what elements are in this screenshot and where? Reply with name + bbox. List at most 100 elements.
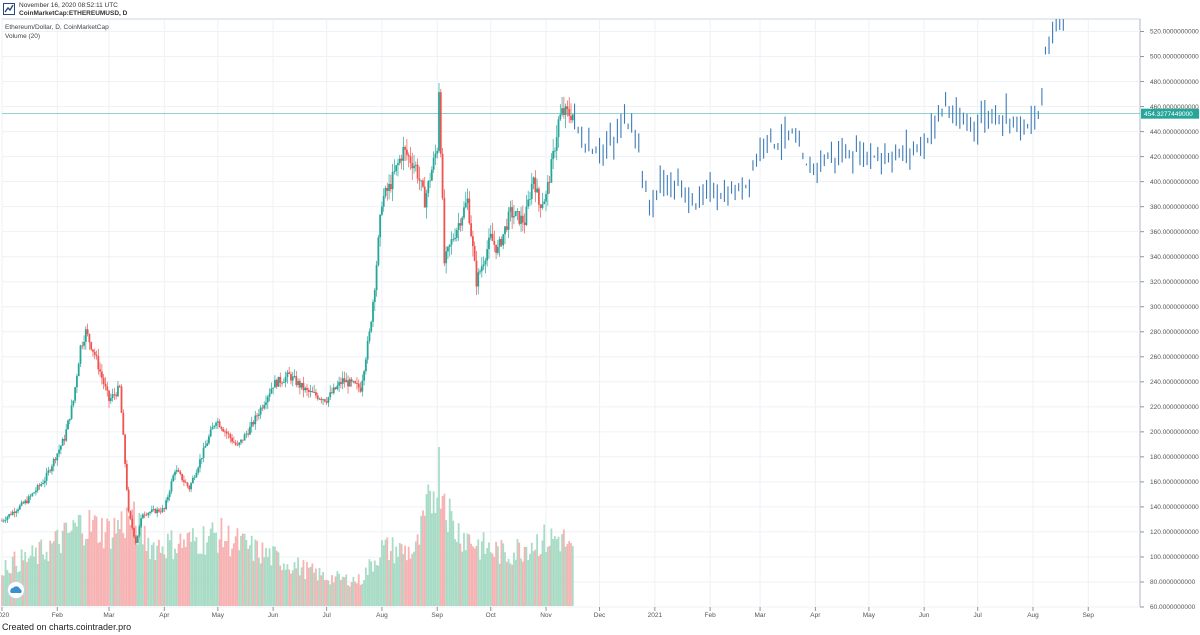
candle xyxy=(136,535,139,544)
volume-bar xyxy=(482,532,485,606)
volume-bar xyxy=(397,556,399,606)
volume-bar xyxy=(136,544,139,606)
volume-bar xyxy=(56,529,59,606)
candle xyxy=(404,145,407,162)
volume-bar xyxy=(325,579,328,606)
candle xyxy=(86,323,89,337)
candle xyxy=(20,500,23,507)
candle xyxy=(329,385,332,401)
volume-bar xyxy=(338,573,341,606)
candle xyxy=(543,199,546,205)
candle xyxy=(279,372,282,388)
volume-bar xyxy=(142,544,144,606)
y-tick-label: 300.0000000000 xyxy=(1150,304,1199,311)
candle xyxy=(161,505,164,513)
volume-bar xyxy=(391,537,394,606)
y-tick-label: 420.0000000000 xyxy=(1150,154,1199,161)
volume-bar xyxy=(133,501,135,606)
volume-bar xyxy=(190,541,192,606)
volume-bar xyxy=(293,562,296,606)
candle xyxy=(36,483,39,493)
volume-bar xyxy=(127,516,130,606)
candle xyxy=(405,139,408,161)
candle xyxy=(74,386,77,404)
candle xyxy=(195,469,198,478)
volume-bar xyxy=(534,549,537,606)
candle xyxy=(224,429,226,437)
volume-bar xyxy=(429,490,431,606)
volume-bar xyxy=(332,582,335,606)
volume-bar xyxy=(106,518,109,606)
volume-bar xyxy=(134,525,137,606)
candle xyxy=(568,97,571,124)
candle xyxy=(84,326,87,350)
volume-bar xyxy=(92,519,94,606)
candle xyxy=(108,390,110,408)
volume-bar xyxy=(124,538,126,606)
candle xyxy=(457,212,460,241)
chart-header: November 16, 2020 08:52:11 UTC CoinMarke… xyxy=(0,0,1200,20)
volume-bar xyxy=(381,540,383,606)
candle xyxy=(166,494,169,503)
candle xyxy=(40,481,43,488)
volume-bar xyxy=(232,543,235,606)
volume-bar xyxy=(502,543,505,606)
candle xyxy=(529,192,531,207)
candle xyxy=(447,245,449,260)
candle xyxy=(505,218,508,233)
volume-bar xyxy=(166,533,169,606)
projection-bars xyxy=(574,19,1064,218)
volume-bar xyxy=(150,544,153,606)
candle xyxy=(61,437,64,446)
volume-bar xyxy=(434,512,437,606)
volume-bar xyxy=(202,526,205,606)
volume-bar xyxy=(552,538,555,606)
volume-bar xyxy=(495,541,497,606)
volume-bar xyxy=(199,553,201,606)
candle xyxy=(252,420,255,427)
candle xyxy=(379,213,382,247)
volume-bar xyxy=(543,524,546,606)
volume-bar xyxy=(152,542,155,606)
candle xyxy=(504,226,506,245)
volume-bar xyxy=(331,575,333,606)
candle xyxy=(31,492,34,497)
candle xyxy=(72,400,75,408)
volume-bar xyxy=(350,582,353,606)
candle xyxy=(266,395,269,409)
candle xyxy=(320,396,323,404)
volume-bar xyxy=(11,556,14,606)
y-tick-label: 460.0000000000 xyxy=(1150,104,1199,111)
candle xyxy=(261,404,264,411)
candle xyxy=(2,518,5,523)
candle xyxy=(557,116,560,148)
candle xyxy=(216,417,219,429)
x-tick-label: Aug xyxy=(1027,612,1039,619)
volume-bar xyxy=(241,533,244,606)
volume-bar xyxy=(90,531,93,606)
x-tick-label: Apr xyxy=(810,612,821,619)
candle xyxy=(464,191,467,209)
candle xyxy=(566,100,569,117)
candle xyxy=(11,509,14,516)
candle xyxy=(521,205,524,232)
candle xyxy=(142,512,144,519)
volume-bar xyxy=(274,546,276,606)
volume-bar xyxy=(548,545,551,606)
volume-bar xyxy=(418,544,421,606)
y-tick-label: 400.0000000000 xyxy=(1150,179,1199,186)
volume-bar xyxy=(402,554,405,606)
candle xyxy=(300,382,303,390)
volume-bar xyxy=(375,565,378,606)
y-tick-label: 480.0000000000 xyxy=(1150,79,1199,86)
volume-bar xyxy=(88,509,91,606)
candle xyxy=(514,210,517,217)
x-tick-label: Mar xyxy=(103,612,115,619)
volume-bar xyxy=(100,518,103,606)
volume-bar xyxy=(172,559,175,606)
volume-bar xyxy=(240,535,242,606)
candle xyxy=(256,412,258,422)
candle xyxy=(236,440,239,447)
volume-bar xyxy=(438,447,440,606)
